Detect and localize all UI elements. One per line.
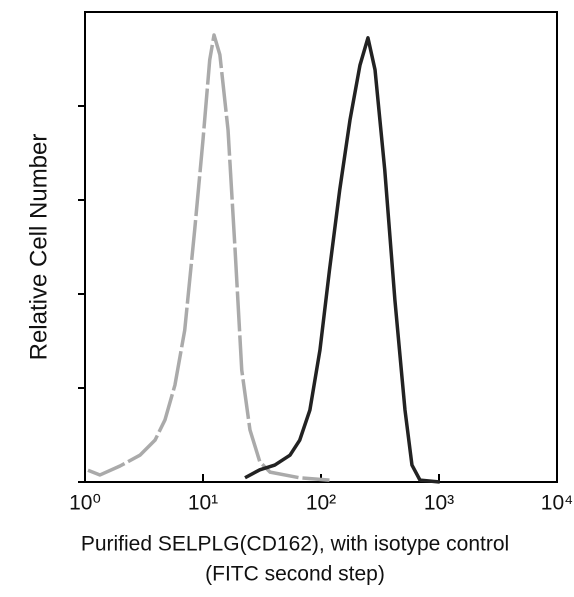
- histogram-line: [87, 33, 330, 482]
- plot-frame: [84, 11, 558, 483]
- y-axis-label: Relative Cell Number: [25, 134, 52, 361]
- x-tick-label: 10¹: [188, 492, 218, 515]
- x-tick-label: 10⁴: [541, 492, 573, 515]
- histogram-line: [244, 36, 440, 484]
- x-tick-label: 10³: [424, 492, 454, 515]
- x-axis-label: Purified SELPLG(CD162), with isotype con…: [81, 533, 509, 556]
- x-tick-label: 10²: [306, 492, 336, 515]
- x-tick-label: 10⁰: [69, 492, 101, 515]
- x-axis-label: (FITC second step): [205, 563, 385, 586]
